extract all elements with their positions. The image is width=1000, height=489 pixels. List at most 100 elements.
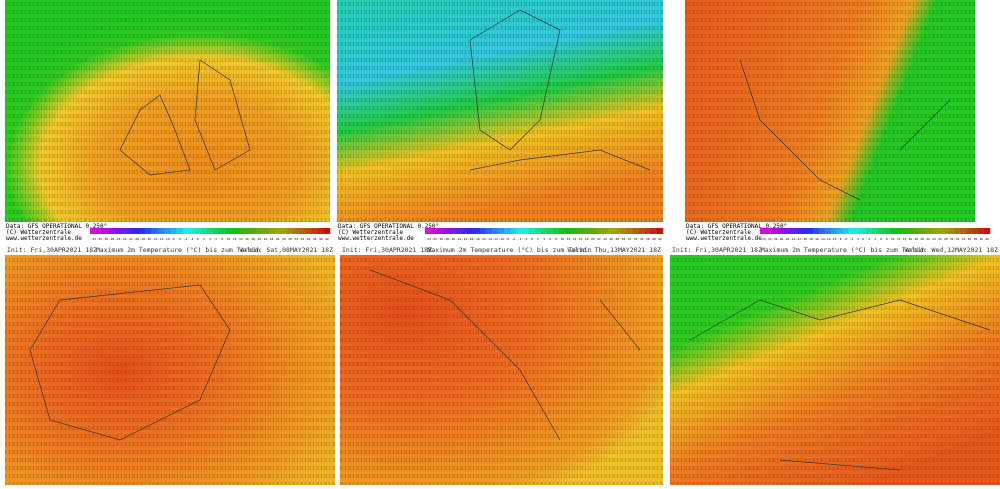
scale-label: -12: [825, 237, 831, 241]
scale-swatch: [108, 228, 115, 234]
scale-swatch: [954, 228, 961, 234]
scale-label: 4: [543, 237, 545, 241]
scale-swatch: [807, 228, 814, 234]
scale-label: -30: [103, 237, 109, 241]
scale-swatch: [936, 228, 944, 234]
scale-label: -34: [425, 237, 431, 241]
scale-swatch: [510, 228, 517, 234]
scale-swatch: [425, 228, 432, 234]
scale-label: 10: [560, 237, 564, 241]
scale-swatch: [206, 228, 214, 234]
scale-swatch: [818, 228, 826, 234]
scale-swatch: [262, 228, 269, 234]
scale-label: 38: [313, 237, 317, 241]
scale-swatch: [231, 228, 238, 234]
scale-swatch: [948, 228, 955, 234]
scale-label: -30: [438, 237, 444, 241]
scale-swatch: [783, 228, 790, 234]
scale-label: 30: [288, 237, 292, 241]
scale-swatch: [577, 228, 584, 234]
scale-swatch: [90, 228, 97, 234]
scale-label: 42: [325, 237, 329, 241]
scale-swatch: [120, 228, 128, 234]
footer-text: www.wetterzentrale.de: [6, 235, 82, 242]
scale-swatch: [250, 228, 257, 234]
scale-label: 6: [880, 237, 882, 241]
scale-swatch: [200, 228, 208, 234]
scale-label: 8: [555, 237, 557, 241]
footer-text: Data: GFS OPERATIONAL 0.250°: [686, 223, 787, 230]
scale-label: 18: [251, 237, 255, 241]
scale-swatch: [176, 228, 183, 234]
scale-label: 20: [591, 237, 595, 241]
scale-swatch: [323, 228, 331, 234]
scale-swatch: [534, 228, 542, 234]
scale-swatch: [860, 228, 867, 234]
scale-label: 40: [979, 237, 983, 241]
panel-title: Maximum 2m Temperature (°C) bis zum Term…: [761, 246, 925, 254]
scale-label: 32: [956, 237, 960, 241]
scale-swatch: [656, 228, 664, 234]
scale-swatch: [443, 228, 450, 234]
scale-label: -2: [190, 237, 194, 241]
scale-label: 10: [891, 237, 895, 241]
scale-label: 4: [209, 237, 211, 241]
scale-swatch: [547, 228, 554, 234]
scale-label: 0: [862, 237, 864, 241]
scale-swatch: [978, 228, 985, 234]
scale-swatch: [467, 228, 475, 234]
scale-label: 6: [215, 237, 217, 241]
scale-swatch: [305, 228, 312, 234]
scale-swatch: [522, 228, 530, 234]
scale-swatch: [102, 228, 109, 234]
scale-label: 28: [615, 237, 619, 241]
scale-label: 0: [197, 237, 199, 241]
scale-swatch: [311, 228, 318, 234]
scale-label: 22: [264, 237, 268, 241]
scale-label: 34: [962, 237, 966, 241]
scale-swatch: [243, 228, 251, 234]
scale-label: 8: [886, 237, 888, 241]
scale-swatch: [170, 228, 177, 234]
scale-label: 10: [227, 237, 231, 241]
scale-swatch: [293, 228, 300, 234]
scale-swatch: [595, 228, 603, 234]
scale-label: -22: [127, 237, 133, 241]
scale-label: 18: [585, 237, 589, 241]
scale-label: -34: [760, 237, 766, 241]
scale-swatch: [299, 228, 306, 234]
scale-swatch: [919, 228, 926, 234]
scale-swatch: [842, 228, 849, 234]
scale-swatch: [872, 228, 879, 234]
scale-label: 8: [221, 237, 223, 241]
scale-label: 14: [903, 237, 907, 241]
scale-swatch: [877, 228, 885, 234]
scale-swatch: [925, 228, 932, 234]
scale-label: 22: [926, 237, 930, 241]
scale-swatch: [589, 228, 597, 234]
scale-label: 2: [203, 237, 205, 241]
scale-swatch: [795, 228, 802, 234]
scale-label: 2: [537, 237, 539, 241]
scale-swatch: [528, 228, 536, 234]
scale-label: -14: [486, 237, 492, 241]
scale-swatch: [913, 228, 920, 234]
scale-swatch: [498, 228, 505, 234]
scale-label: -6: [844, 237, 848, 241]
scale-label: -4: [184, 237, 188, 241]
scale-label: 34: [300, 237, 304, 241]
scale-label: 40: [319, 237, 323, 241]
scale-label: -28: [778, 237, 784, 241]
scale-label: 16: [245, 237, 249, 241]
scale-label: 42: [985, 237, 989, 241]
scale-swatch: [813, 228, 820, 234]
scale-swatch: [848, 228, 855, 234]
scale-label: -18: [140, 237, 146, 241]
scale-label: -14: [819, 237, 825, 241]
scale-swatch: [133, 228, 140, 234]
scale-label: 42: [658, 237, 662, 241]
scale-swatch: [559, 228, 566, 234]
scale-label: -24: [121, 237, 127, 241]
scale-label: -30: [772, 237, 778, 241]
scale-swatch: [182, 228, 189, 234]
